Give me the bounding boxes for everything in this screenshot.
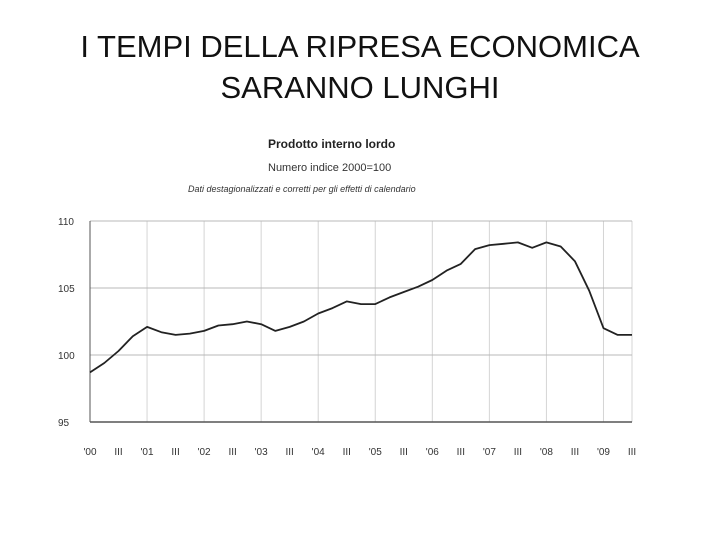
y-tick-label: 110 <box>58 217 74 228</box>
x-tick-label: III <box>628 447 636 458</box>
x-tick-label: '01 <box>141 447 154 458</box>
slide-title: I TEMPI DELLA RIPRESA ECONOMICA SARANNO … <box>0 26 720 108</box>
series-layer <box>89 241 632 374</box>
slide-title-line-1: I TEMPI DELLA RIPRESA ECONOMICA <box>80 29 640 64</box>
grid-layer <box>90 220 633 423</box>
axis-layer: 95 100 105 110 '00 III '01 III '02 III '03 III '04 II… <box>58 217 636 458</box>
x-tick-label: III <box>400 447 408 458</box>
x-tick-label: III <box>571 447 579 458</box>
y-tick-label: 105 <box>58 284 75 295</box>
y-tick-label: 100 <box>58 351 75 362</box>
chart-note: Dati destagionalizzati e corretti per gl… <box>188 184 416 194</box>
y-tick-label: 95 <box>58 418 70 429</box>
gdp-series-line <box>89 241 632 374</box>
x-tick-label: III <box>228 447 236 458</box>
x-tick-label: III <box>171 447 179 458</box>
x-tick-label: '07 <box>483 447 496 458</box>
x-tick-label: III <box>457 447 465 458</box>
x-tick-label: '05 <box>369 447 382 458</box>
x-tick-label: III <box>114 447 122 458</box>
x-tick-label: III <box>343 447 351 458</box>
slide-title-line-2: SARANNO LUNGHI <box>220 70 500 105</box>
x-tick-label: '02 <box>198 447 211 458</box>
x-tick-label: '00 <box>83 447 96 458</box>
x-tick-label: III <box>514 447 522 458</box>
x-tick-label: '08 <box>540 447 553 458</box>
x-tick-label: '04 <box>312 447 325 458</box>
x-tick-label: '03 <box>255 447 268 458</box>
chart-title: Prodotto interno lordo <box>268 137 395 151</box>
x-tick-label: III <box>286 447 294 458</box>
x-tick-label: '06 <box>426 447 439 458</box>
chart-subtitle: Numero indice 2000=100 <box>268 162 391 174</box>
x-tick-label: '09 <box>597 447 610 458</box>
